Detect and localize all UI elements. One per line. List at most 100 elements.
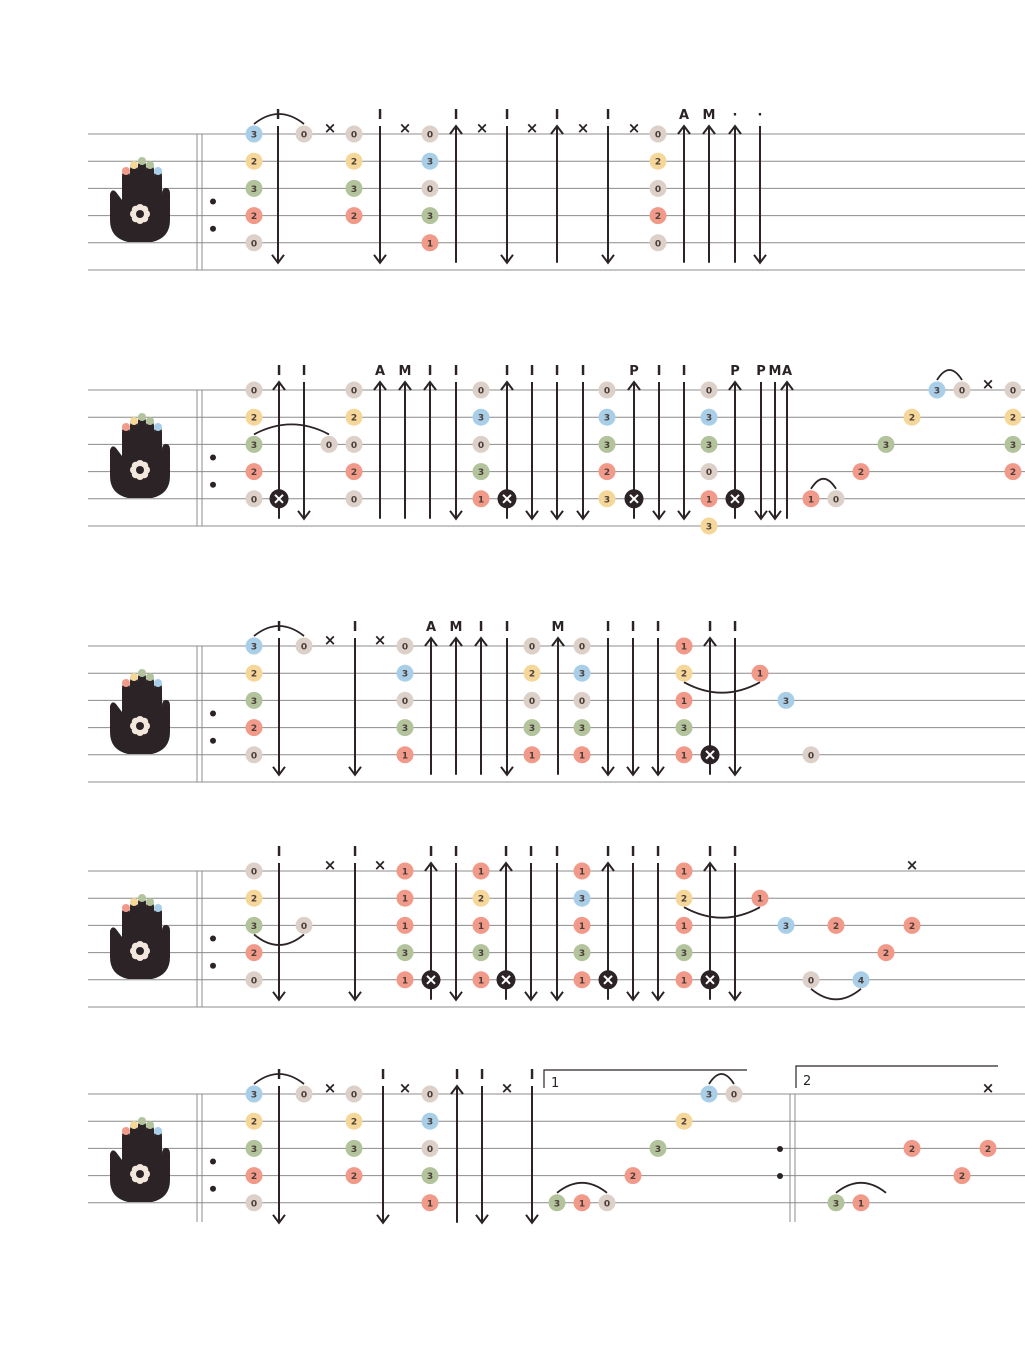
- svg-text:2: 2: [251, 895, 257, 905]
- fret-note: 3: [396, 944, 414, 962]
- strum-arrow: I: [475, 1068, 489, 1225]
- svg-text:0: 0: [655, 239, 661, 249]
- mute-mark: ×: [577, 119, 590, 137]
- fret-note: 3: [928, 381, 946, 399]
- svg-text:1: 1: [681, 922, 687, 932]
- svg-text:2: 2: [251, 949, 257, 959]
- finger-label: I: [555, 108, 560, 123]
- svg-text:1: 1: [402, 976, 408, 986]
- svg-text:0: 0: [808, 976, 814, 986]
- svg-text:1: 1: [579, 976, 585, 986]
- svg-text:0: 0: [706, 468, 712, 478]
- fret-note: 1: [573, 971, 591, 989]
- svg-text:3: 3: [579, 724, 585, 734]
- repeat-dot: [210, 962, 216, 969]
- svg-text:1: 1: [478, 976, 484, 986]
- fret-note: 0: [523, 691, 541, 709]
- svg-text:0: 0: [251, 239, 257, 249]
- fret-note: 2: [675, 889, 693, 907]
- finger-label: I: [277, 364, 282, 379]
- fret-note: 0: [953, 381, 971, 399]
- fret-note: 0: [802, 746, 820, 764]
- fret-note: 1: [472, 971, 490, 989]
- fret-note: 2: [345, 207, 363, 225]
- fret-note: 2: [245, 463, 263, 481]
- svg-text:2: 2: [655, 158, 661, 168]
- fret-note: 0: [345, 381, 363, 399]
- fret-note: 1: [396, 916, 414, 934]
- svg-text:3: 3: [706, 1091, 712, 1101]
- fret-note: 0: [598, 381, 616, 399]
- fret-note: 2: [979, 1139, 997, 1157]
- strum-arrow: I: [576, 364, 590, 521]
- fret-note: 2: [345, 1112, 363, 1130]
- fret-note: 1: [421, 1194, 439, 1212]
- svg-text:0: 0: [655, 131, 661, 141]
- fret-note: 0: [396, 637, 414, 655]
- svg-text:0: 0: [529, 643, 535, 653]
- svg-text:1: 1: [402, 895, 408, 905]
- svg-text:0: 0: [251, 976, 257, 986]
- svg-text:1: 1: [681, 976, 687, 986]
- strum-arrow: I: [449, 108, 463, 263]
- finger-label: A: [679, 108, 689, 123]
- fret-note: 0: [396, 691, 414, 709]
- svg-text:2: 2: [909, 922, 915, 932]
- fret-note: 2: [903, 916, 921, 934]
- fret-note: 1: [675, 691, 693, 709]
- fret-note: 1: [675, 971, 693, 989]
- fret-note: 3: [245, 435, 263, 453]
- dead-note-icon: [725, 489, 745, 509]
- finger-label: I: [530, 1068, 535, 1083]
- strum-arrow: I: [272, 1068, 286, 1225]
- fret-note: 0: [295, 125, 313, 143]
- svg-text:3: 3: [251, 185, 257, 195]
- svg-text:2: 2: [1010, 468, 1016, 478]
- fret-note: 3: [245, 916, 263, 934]
- fret-note: 0: [573, 691, 591, 709]
- fret-note: 0: [245, 381, 263, 399]
- finger-label: M: [552, 620, 565, 635]
- svg-text:1: 1: [402, 868, 408, 878]
- fret-note: 3: [700, 517, 718, 535]
- tie-arc: [556, 1181, 608, 1194]
- finger-label: I: [505, 364, 510, 379]
- strum-arrow: A: [373, 364, 387, 519]
- fret-note: 1: [396, 862, 414, 880]
- fret-note: 1: [421, 234, 439, 252]
- fret-note: 0: [345, 490, 363, 508]
- tie-arc: [253, 1073, 305, 1085]
- svg-text:1: 1: [478, 495, 484, 505]
- fret-note: 1: [396, 889, 414, 907]
- strum-arrow: I: [423, 364, 437, 519]
- fret-note: 0: [245, 490, 263, 508]
- svg-text:4: 4: [858, 976, 864, 986]
- fret-note: 2: [345, 463, 363, 481]
- svg-text:2: 2: [351, 1118, 357, 1128]
- svg-text:3: 3: [934, 387, 940, 397]
- svg-text:3: 3: [251, 1145, 257, 1155]
- finger-label: I: [606, 620, 611, 635]
- strum-arrow: I: [677, 364, 691, 521]
- tab-system: I I A M I I I I I I P I I P P M A×0232000202003031033230…: [88, 364, 1025, 535]
- svg-text:2: 2: [251, 414, 257, 424]
- svg-text:3: 3: [706, 441, 712, 451]
- fret-note: 1: [573, 862, 591, 880]
- strum-arrow: I: [626, 620, 640, 777]
- dead-note-icon: [700, 970, 720, 990]
- fret-note: 1: [573, 746, 591, 764]
- strum-arrow: ·: [753, 108, 767, 265]
- strum-arrow: I: [728, 845, 742, 1002]
- svg-text:3: 3: [579, 949, 585, 959]
- fret-note: 3: [523, 719, 541, 737]
- finger-label: P: [756, 364, 766, 379]
- strum-arrow: M: [398, 364, 412, 519]
- finger-label: I: [606, 108, 611, 123]
- svg-text:1: 1: [681, 868, 687, 878]
- fret-note: 3: [573, 664, 591, 682]
- strum-arrow: I: [272, 620, 286, 777]
- fret-note: 3: [573, 719, 591, 737]
- svg-text:3: 3: [427, 1118, 433, 1128]
- finger-label: I: [277, 1068, 282, 1083]
- strum-arrow: I: [525, 364, 539, 521]
